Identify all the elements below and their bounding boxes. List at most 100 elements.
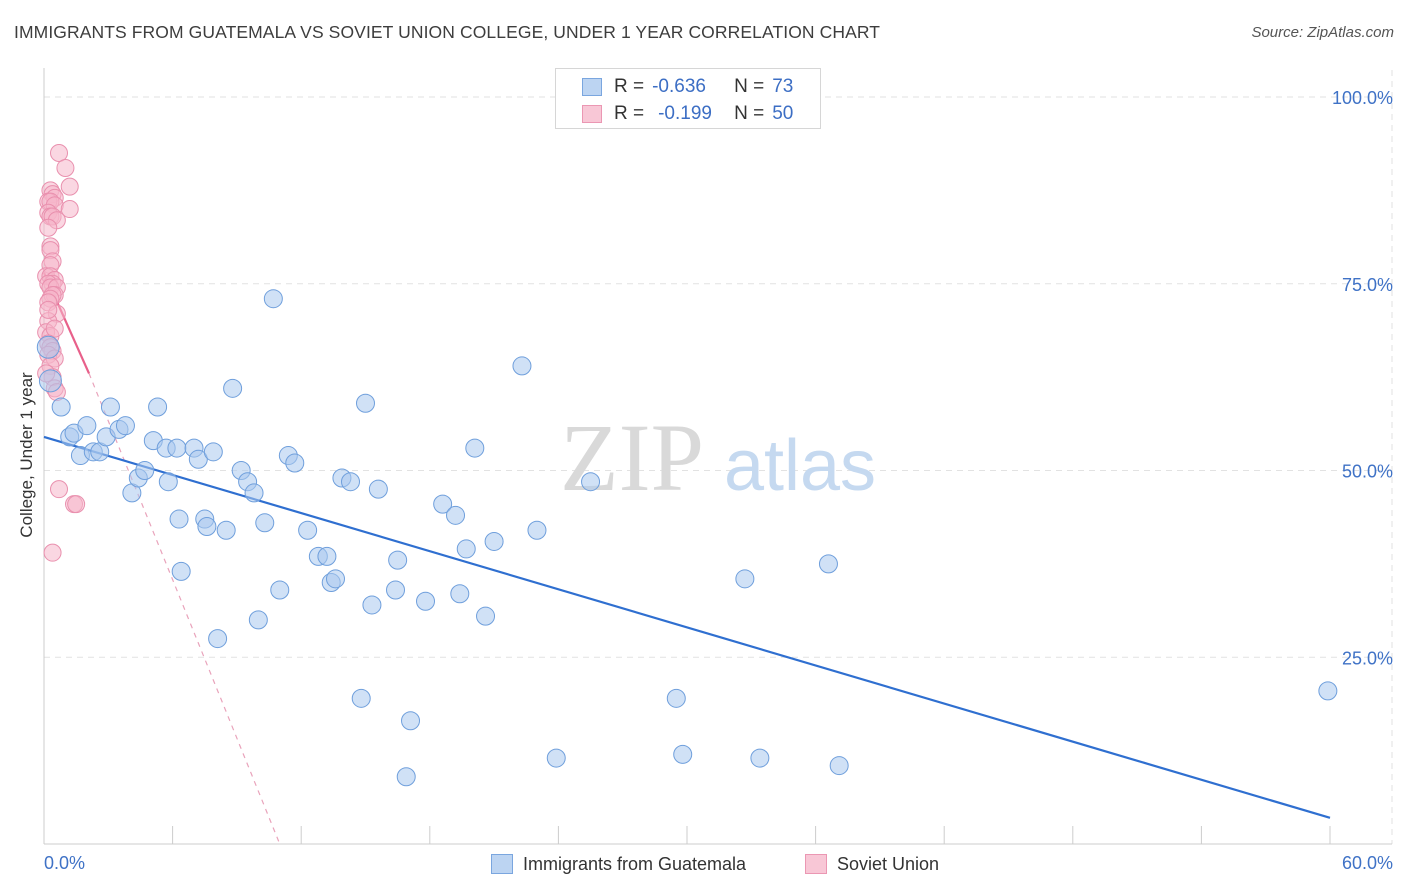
data-point-soviet-union xyxy=(67,495,86,514)
gridlines xyxy=(44,70,1393,844)
data-point-guatemala xyxy=(135,461,155,480)
data-point-soviet-union xyxy=(39,300,58,319)
data-point-guatemala xyxy=(450,584,470,604)
data-point-guatemala xyxy=(270,580,290,600)
y-tick-label-2: 50.0% xyxy=(1342,462,1393,482)
data-point-guatemala xyxy=(38,369,62,393)
data-point-soviet-union xyxy=(43,543,62,562)
data-point-guatemala xyxy=(203,442,223,462)
data-point-soviet-union xyxy=(60,177,79,196)
data-point-soviet-union xyxy=(39,218,58,237)
legend-n-label: N = xyxy=(734,103,765,124)
data-point-soviet-union xyxy=(60,200,79,219)
data-point-guatemala xyxy=(51,397,71,417)
watermark: ZIP atlas xyxy=(560,404,876,511)
data-point-guatemala xyxy=(317,546,337,566)
y-axis-label: College, Under 1 year xyxy=(17,372,36,538)
data-point-guatemala xyxy=(197,517,217,537)
data-point-guatemala xyxy=(167,438,187,458)
data-point-guatemala xyxy=(465,438,485,458)
data-point-guatemala xyxy=(396,767,416,787)
bottom-legend-label-soviet-union: Soviet Union xyxy=(837,853,940,874)
data-point-soviet-union xyxy=(45,319,64,338)
source-label: Source: ZipAtlas.com xyxy=(1251,24,1394,41)
data-point-guatemala xyxy=(325,569,345,589)
data-point-guatemala xyxy=(673,744,693,764)
data-point-guatemala xyxy=(512,356,532,376)
legend-swatch-blue xyxy=(582,78,602,96)
data-point-guatemala xyxy=(255,513,275,533)
data-point-guatemala xyxy=(351,688,371,708)
data-point-guatemala xyxy=(401,711,421,731)
data-point-soviet-union xyxy=(56,158,75,177)
data-point-guatemala xyxy=(188,449,208,469)
axes xyxy=(43,68,1392,845)
chart-title: IMMIGRANTS FROM GUATEMALA VS SOVIET UNIO… xyxy=(14,22,881,42)
legend-row-soviet-union: R = -0.199 N = 50 xyxy=(582,102,793,126)
data-point-guatemala xyxy=(148,397,168,417)
legend-r-value: -0.199 xyxy=(658,103,712,124)
data-point-guatemala xyxy=(416,591,436,611)
bottom-legend-swatch-pink xyxy=(805,854,827,874)
data-point-guatemala xyxy=(750,748,770,768)
data-point-guatemala xyxy=(546,748,566,768)
data-point-guatemala xyxy=(666,688,686,708)
legend-n-value: 50 xyxy=(772,103,794,124)
data-point-guatemala xyxy=(298,520,318,540)
tick-labels: 100.0% 75.0% 50.0% 25.0% 0.0% 60.0% xyxy=(44,88,1393,873)
legend-r-label: R = xyxy=(614,103,645,124)
data-point-guatemala xyxy=(829,756,849,776)
data-point-guatemala xyxy=(433,494,453,514)
y-tick-label-3: 25.0% xyxy=(1342,648,1393,668)
data-point-guatemala xyxy=(216,520,236,540)
data-point-guatemala xyxy=(36,335,60,359)
data-point-guatemala xyxy=(263,289,283,309)
data-point-guatemala xyxy=(340,472,360,492)
data-point-soviet-union xyxy=(50,144,69,163)
data-point-guatemala xyxy=(171,561,191,581)
legend-row-guatemala: R = -0.636 N = 73 xyxy=(582,75,793,99)
watermark-zip: ZIP xyxy=(560,404,704,511)
data-point-guatemala xyxy=(208,629,228,649)
data-point-guatemala xyxy=(476,606,496,626)
data-point-guatemala xyxy=(1318,681,1338,701)
y-tick-label-1: 75.0% xyxy=(1342,275,1393,295)
data-point-guatemala xyxy=(248,610,268,630)
bottom-legend-soviet-union: Soviet Union xyxy=(805,852,939,876)
data-point-guatemala xyxy=(100,397,120,417)
data-point-guatemala xyxy=(527,520,547,540)
data-point-guatemala xyxy=(115,416,135,436)
series-guatemala-points xyxy=(36,289,1338,787)
x-tick-label-max: 60.0% xyxy=(1342,853,1393,873)
data-point-guatemala xyxy=(362,595,382,615)
data-point-guatemala xyxy=(386,580,406,600)
data-point-guatemala xyxy=(77,416,97,436)
data-point-guatemala xyxy=(223,378,243,398)
legend-n-label: N = xyxy=(734,76,765,97)
x-tick-label-min: 0.0% xyxy=(44,853,85,873)
y-tick-label-0: 100.0% xyxy=(1332,88,1393,108)
data-point-guatemala xyxy=(285,453,305,473)
watermark-atlas: atlas xyxy=(724,426,876,506)
legend-r-label: R = xyxy=(614,76,645,97)
data-point-soviet-union xyxy=(50,480,69,499)
bottom-legend-swatch-blue xyxy=(491,854,513,874)
legend-r-value: -0.636 xyxy=(652,76,706,97)
data-point-guatemala xyxy=(581,472,601,492)
data-point-guatemala xyxy=(368,479,388,499)
trend-line-soviet-union-extension xyxy=(88,373,281,845)
bottom-legend-guatemala: Immigrants from Guatemala xyxy=(491,852,746,876)
data-point-guatemala xyxy=(356,393,375,413)
data-point-guatemala xyxy=(484,531,504,551)
data-point-guatemala xyxy=(169,509,189,529)
data-point-guatemala xyxy=(446,505,466,525)
legend-swatch-pink xyxy=(582,105,602,123)
bottom-legend-label-guatemala: Immigrants from Guatemala xyxy=(523,853,747,874)
data-point-guatemala xyxy=(818,554,838,574)
data-point-guatemala xyxy=(388,550,408,570)
data-point-guatemala xyxy=(735,569,755,589)
data-point-guatemala xyxy=(456,539,476,559)
stats-legend: R = -0.636 N = 73 R = -0.199 N = 50 xyxy=(555,68,821,129)
data-point-guatemala xyxy=(244,483,264,503)
